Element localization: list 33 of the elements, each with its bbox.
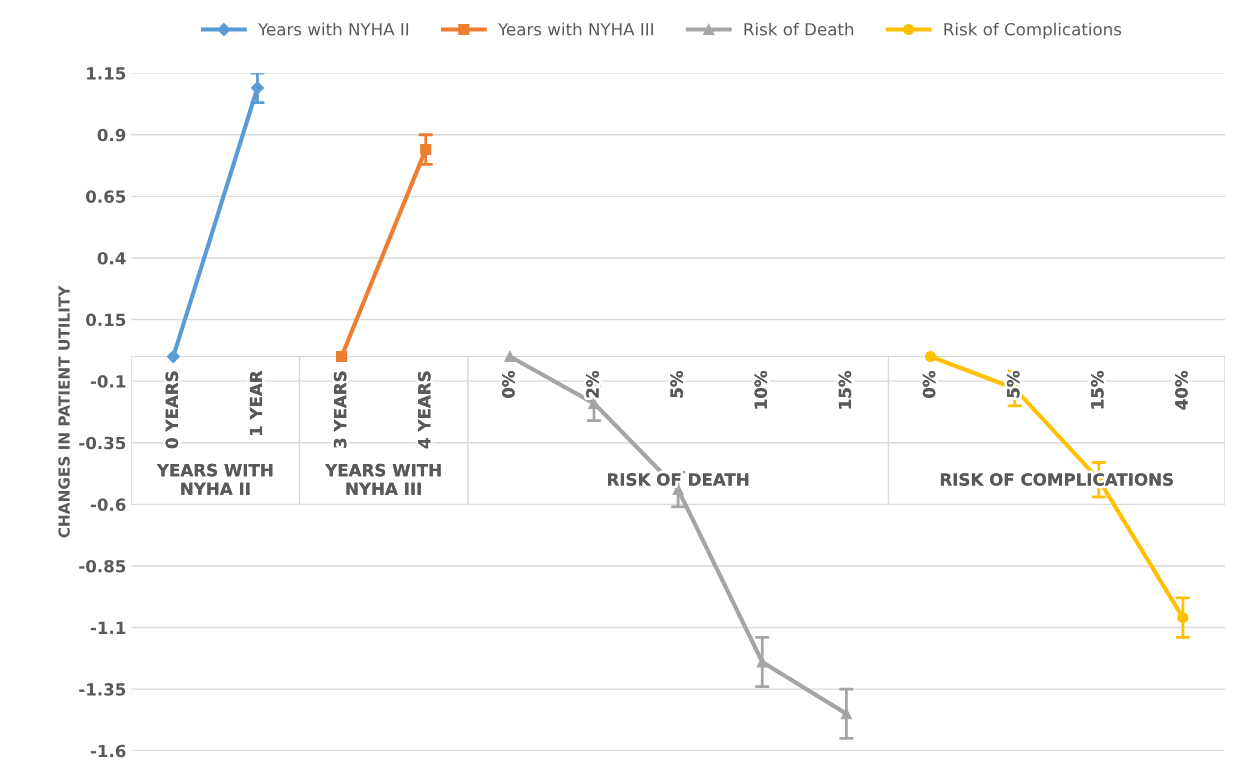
annotation: RISK OF DEATH	[608, 473, 749, 486]
x-tick-label: 0%	[502, 370, 515, 398]
x-tick-label: 5%	[1006, 370, 1020, 398]
legend-label: Risk of Death	[744, 22, 854, 36]
legend-label: Years with NYHA II	[258, 22, 409, 36]
x-tick-label: 40%	[1175, 370, 1188, 410]
x-tick-label: 2%	[586, 370, 599, 398]
y-tick-label: -1.6	[90, 744, 126, 758]
y-axis-title: CHANGES IN PATIENT UTILITY	[58, 285, 70, 538]
x-tick-label: 15%	[1091, 370, 1104, 409]
y-tick-label: 1.15	[87, 67, 126, 80]
y-tick-label: -1.1	[90, 621, 126, 634]
x-tick-label: 0 YEARS	[165, 371, 179, 449]
y-tick-label: 0.65	[86, 190, 126, 203]
x-tick-label: 3 YEARS	[333, 371, 347, 448]
x-tick-label: 0%	[922, 370, 936, 398]
annotation: YEARS WITH NYHA III	[325, 463, 441, 495]
annotation: YEARS WITH NYHA II	[156, 463, 273, 495]
y-tick-label: 0.9	[97, 128, 126, 142]
y-tick-label: -0.1	[90, 375, 126, 388]
y-tick-label: 0.4	[97, 251, 126, 265]
y-tick-label: -1.35	[79, 683, 126, 696]
legend-label: Years with NYHA III	[497, 22, 653, 36]
x-tick-label: 15%	[838, 370, 852, 409]
y-tick-label: -0.35	[79, 436, 126, 450]
x-tick-label: 5%	[670, 370, 683, 398]
x-tick-label: 1 YEAR	[249, 370, 263, 436]
x-tick-label: 10%	[754, 370, 768, 409]
y-tick-label: -0.85	[79, 559, 126, 573]
y-tick-label: 0.15	[86, 313, 126, 327]
legend-label: Risk of Complications	[944, 22, 1122, 39]
x-tick-label: 4 YEARS	[417, 371, 431, 449]
y-tick-label: -0.6	[90, 498, 126, 511]
